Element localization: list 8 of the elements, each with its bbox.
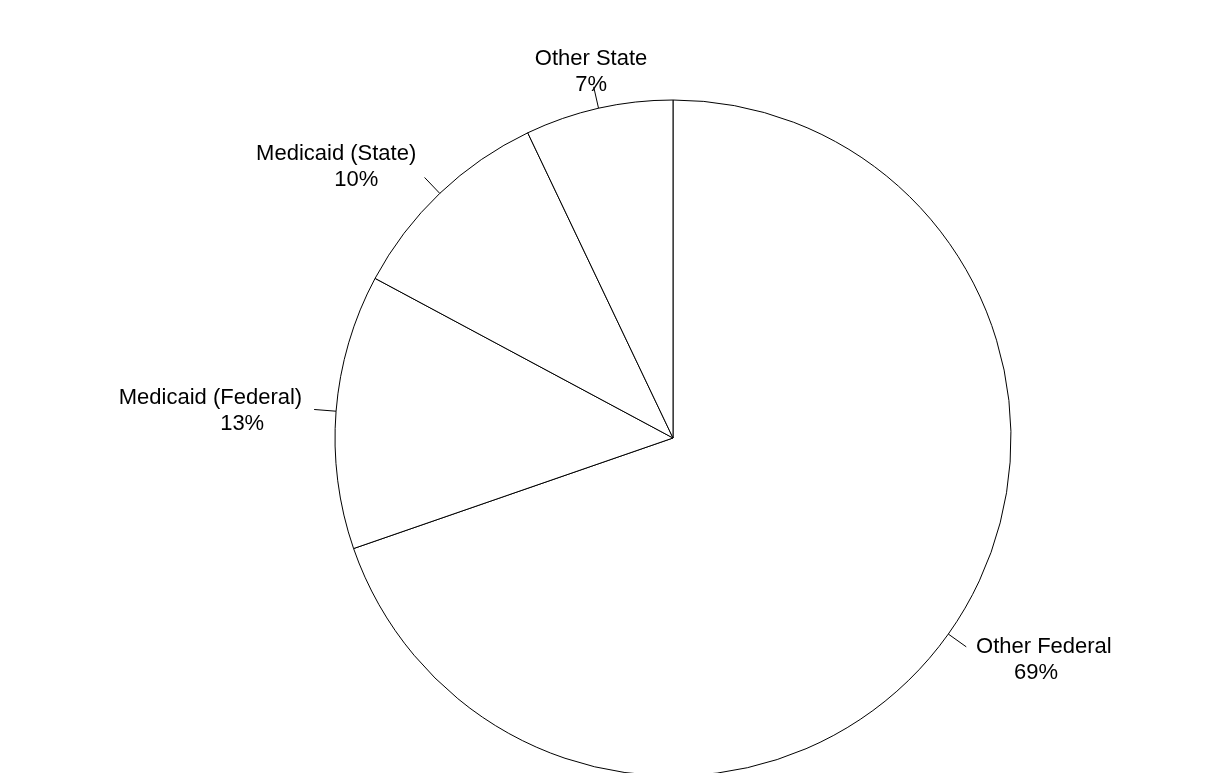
slice-label: Medicaid (Federal)	[118, 384, 303, 410]
data-label: 69%	[1014, 659, 1059, 685]
slice-label: Medicaid (State)	[256, 140, 417, 166]
data-label: 13%	[220, 410, 265, 436]
slice-label: Other Federal	[976, 633, 1112, 659]
slice-label: Other State	[534, 45, 648, 71]
data-label: 10%	[334, 166, 379, 192]
data-label: 7%	[575, 71, 607, 97]
